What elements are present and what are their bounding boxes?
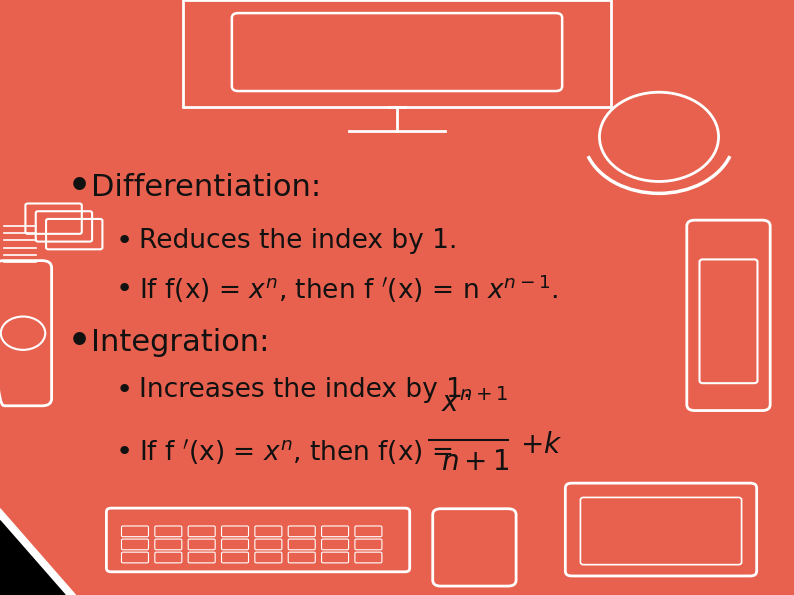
Text: Differentiation:: Differentiation: — [91, 173, 322, 202]
Text: •: • — [115, 375, 133, 404]
Text: $n+1$: $n+1$ — [441, 449, 509, 476]
Text: •: • — [67, 325, 91, 359]
Text: If f(x) = $x^n$, then f $'$(x) = n $x^{n-1}$.: If f(x) = $x^n$, then f $'$(x) = n $x^{n… — [139, 273, 558, 305]
Polygon shape — [0, 509, 75, 595]
Text: •: • — [67, 170, 91, 205]
Text: •: • — [115, 274, 133, 303]
Text: •: • — [115, 227, 133, 255]
Text: $+ k$: $+ k$ — [520, 431, 562, 459]
Text: $x^{n+1}$: $x^{n+1}$ — [441, 388, 508, 418]
Text: •: • — [115, 438, 133, 466]
Text: Increases the index by 1.: Increases the index by 1. — [139, 377, 472, 403]
Text: Reduces the index by 1.: Reduces the index by 1. — [139, 228, 457, 254]
Polygon shape — [0, 521, 65, 595]
Text: Integration:: Integration: — [91, 328, 270, 356]
Text: If f $'$(x) = $x^n$, then f(x) =: If f $'$(x) = $x^n$, then f(x) = — [139, 437, 456, 467]
